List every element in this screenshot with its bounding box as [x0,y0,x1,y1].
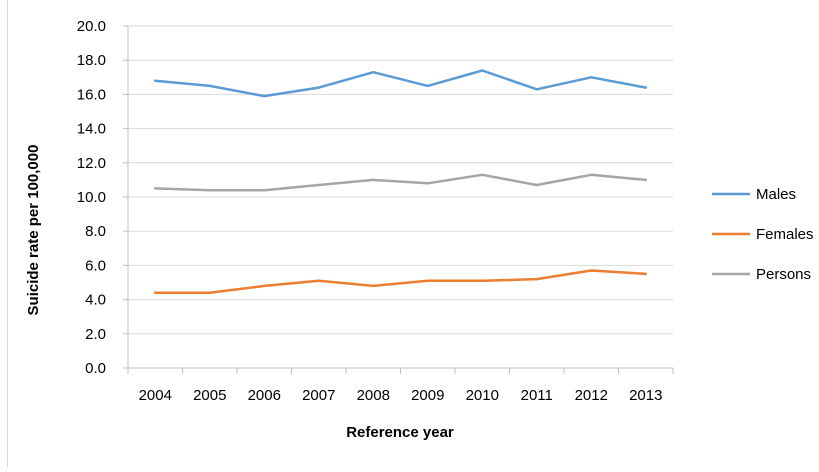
data-point-persons [426,182,429,185]
data-point-males [426,84,429,88]
data-point-persons [535,183,538,187]
x-tick-label: 2008 [357,387,390,404]
data-point-females [263,284,266,288]
data-point-persons [317,183,320,187]
x-axis-title: Reference year [346,424,454,441]
data-point-persons [372,178,375,182]
data-point-males [372,70,375,74]
data-point-females [154,291,157,294]
data-point-females [644,272,647,276]
x-tick-label: 2010 [466,387,499,404]
data-point-males [154,79,157,82]
legend: Males Females Persons [712,186,814,283]
data-point-males [590,76,593,79]
data-point-males [208,84,211,88]
data-point-males [317,86,320,89]
series-line-females [154,269,648,295]
y-tick-label: 14.0 [77,121,106,138]
data-point-persons [208,188,211,192]
y-axis-title: Suicide rate per 100,000 [25,145,42,316]
series-lines [154,69,648,295]
y-tick-label: 10.0 [77,189,106,206]
y-tick-label: 12.0 [77,155,106,172]
data-point-persons [263,188,266,192]
data-point-females [317,279,320,282]
data-point-females [590,269,593,272]
x-tick-label: 2007 [302,387,335,404]
series-line-males [154,69,648,98]
data-point-persons [590,173,593,176]
x-tick-label: 2013 [629,387,662,404]
data-point-persons [481,173,484,176]
data-point-males [263,94,266,98]
data-point-males [481,69,484,72]
x-tick-label: 2012 [575,387,608,404]
y-tick-label: 8.0 [85,223,106,240]
data-point-males [644,86,647,89]
data-point-females [481,279,484,282]
y-tick-label: 6.0 [85,257,106,274]
y-tick-label: 4.0 [85,292,106,309]
legend-label-males: Males [756,186,796,203]
x-tick-label: 2005 [193,387,226,404]
series-line-persons [154,173,648,192]
left-border-line [7,0,8,467]
y-tick-label: 18.0 [77,52,106,69]
y-tick-label: 16.0 [77,86,106,103]
data-point-females [535,277,538,281]
x-tick-label: 2009 [411,387,444,404]
legend-label-females: Females [756,226,814,243]
y-tick-label: 20.0 [77,18,106,35]
data-point-persons [644,178,647,182]
data-point-males [535,88,538,91]
x-tick-label: 2004 [139,387,172,404]
gridlines [128,25,673,335]
x-tick-label: 2011 [521,387,553,404]
y-tick-label: 0.0 [85,360,106,377]
legend-label-persons: Persons [756,266,811,283]
data-point-females [372,284,375,288]
x-tick-label: 2006 [248,387,281,404]
y-tick-label: 2.0 [85,326,106,343]
data-point-females [208,291,211,294]
axes: 0.0 2.0 4.0 6.0 8.0 10.0 12.0 14.0 16.0 18.0 20.0 2… [77,18,674,404]
data-point-persons [154,187,157,190]
data-point-females [426,279,429,282]
